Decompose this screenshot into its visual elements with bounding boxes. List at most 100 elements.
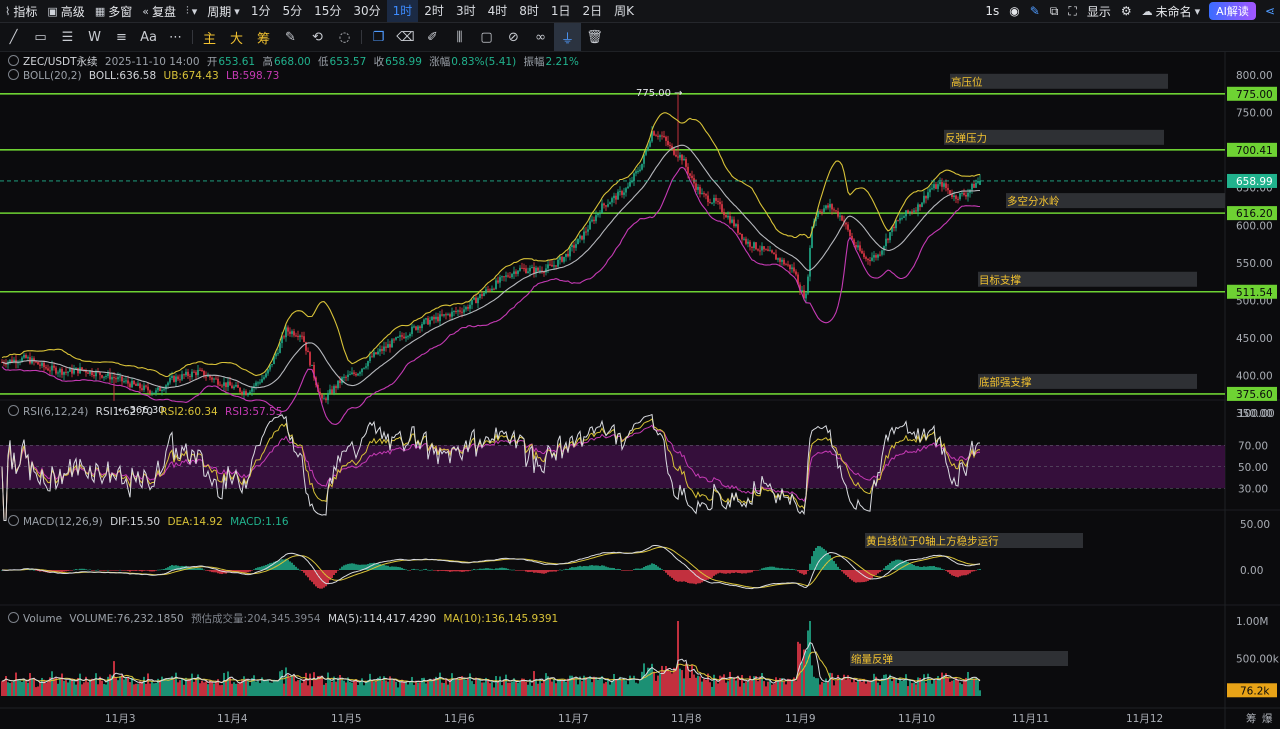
display-button[interactable]: 显示 <box>1086 4 1111 19</box>
macd-tick-0: 50.00 <box>1240 519 1270 531</box>
macd-hist-bar <box>711 570 713 578</box>
macd-hist-bar <box>927 566 929 570</box>
rectangle-icon[interactable]: ▭ <box>34 29 47 45</box>
timeframe-3[interactable]: 30分 <box>353 4 381 18</box>
macd-hist-bar <box>705 570 707 580</box>
external-icon[interactable]: ⧉ <box>1049 3 1059 18</box>
interval-button[interactable]: 1s <box>985 4 1000 18</box>
date-label-4: 11月7 <box>558 713 589 725</box>
pencil-icon[interactable]: ✎ <box>1029 4 1040 18</box>
timeframe-6[interactable]: 3时 <box>455 4 476 18</box>
timeframe-0[interactable]: 1分 <box>250 4 271 18</box>
candle-body <box>197 369 199 376</box>
volume-bar <box>377 677 379 696</box>
hide-icon[interactable]: ⊘ <box>508 29 519 45</box>
macd-hist-bar <box>93 570 95 571</box>
macd-hist-bar <box>835 563 837 570</box>
settings-icon[interactable]: ⛶ <box>1068 3 1077 18</box>
candle-body <box>651 131 653 142</box>
macd-hist-bar <box>71 570 73 571</box>
volume-bar <box>357 685 359 696</box>
timeframe-8[interactable]: 8时 <box>519 4 539 18</box>
eye-icon[interactable] <box>8 515 19 526</box>
timeframe-5[interactable]: 2时 <box>424 4 444 18</box>
lock-icon[interactable]: ▢ <box>480 29 493 45</box>
macd-hist-bar <box>243 570 245 573</box>
macd-hist-bar <box>273 561 275 570</box>
timeframe-2[interactable]: 15分 <box>314 4 342 18</box>
timeframe-1[interactable]: 5分 <box>282 4 303 18</box>
macd-hist-bar <box>471 569 473 571</box>
more-icon[interactable]: ⋯ <box>169 29 182 45</box>
replay-button[interactable]: «复盘 <box>142 4 176 19</box>
volume-bar <box>179 680 181 696</box>
fib-icon[interactable]: ☰ <box>61 29 74 45</box>
big-order-tool[interactable]: 大 <box>229 31 243 47</box>
macd-hist-bar <box>823 548 825 570</box>
volume-bar <box>121 674 123 696</box>
macd-hist-bar <box>411 569 413 570</box>
volume-bar <box>557 679 559 696</box>
footer-button-0[interactable]: 筹 <box>1246 712 1257 725</box>
wave-icon[interactable]: W <box>88 29 101 45</box>
volume-bar <box>233 682 235 696</box>
trash-icon[interactable]: 🗑 <box>586 29 603 45</box>
ruler-icon[interactable]: ⟲ <box>312 29 323 45</box>
timeframe-4[interactable]: 1时 <box>386 0 419 22</box>
candle-body <box>911 211 913 213</box>
link-icon[interactable]: ∞ <box>535 29 546 45</box>
volume-bar <box>939 679 941 696</box>
volume-bar <box>763 681 765 696</box>
macd-hist-bar <box>957 570 959 578</box>
brush-icon[interactable]: ◌ <box>338 29 351 45</box>
filter-icon[interactable]: ⏚ <box>554 23 581 51</box>
volume-bar <box>867 680 869 696</box>
gear-icon[interactable]: ⚙ <box>1120 4 1132 18</box>
trendline-icon[interactable]: ╱ <box>9 29 18 45</box>
eraser-icon[interactable]: ⌫ <box>396 29 415 45</box>
bars-icon[interactable]: ⫼ <box>456 29 463 45</box>
multi-window-button[interactable]: ▦ 多窗 <box>94 4 133 19</box>
volume-bar <box>225 680 227 696</box>
candle-body <box>977 180 979 183</box>
timeframe-10[interactable]: 2日 <box>582 4 603 18</box>
eye-icon[interactable] <box>8 612 19 623</box>
indicator-button[interactable]: ⌇ 指标 <box>5 4 38 19</box>
candle-body <box>603 203 605 206</box>
macd-hist-bar <box>449 570 451 572</box>
period-dropdown[interactable]: 周期 ▾ <box>207 4 240 19</box>
pen-icon[interactable]: ✐ <box>427 29 438 45</box>
eye-icon[interactable] <box>8 405 19 416</box>
volume-bar <box>57 683 59 696</box>
volume-bar <box>215 680 217 696</box>
timeframe-9[interactable]: 1日 <box>550 4 571 18</box>
camera-icon[interactable]: ◉ <box>1009 4 1020 18</box>
macd-hist-bar <box>753 570 755 571</box>
eye-icon[interactable] <box>8 69 19 80</box>
timeframe-7[interactable]: 4时 <box>487 4 508 18</box>
volume-bar <box>297 680 299 696</box>
chip-tool[interactable]: 筹 <box>256 31 270 47</box>
chart-type-button[interactable]: ⫶ ▾ <box>181 0 202 22</box>
layout-button[interactable]: ☁ 未命名 ▾ <box>1141 4 1201 19</box>
volume-bar <box>841 678 843 696</box>
volume-bar <box>651 663 653 696</box>
volume-bar <box>355 679 357 696</box>
macd-hist-bar <box>419 569 421 571</box>
timeframe-11[interactable]: 周K <box>614 4 635 18</box>
text-tool[interactable]: Aa <box>140 29 157 45</box>
main-force-tool[interactable]: 主 <box>202 31 216 47</box>
copy-icon[interactable]: ❐ <box>372 29 385 45</box>
volume-bar <box>527 684 529 696</box>
share-icon[interactable]: ⋖ <box>1264 4 1275 18</box>
ai-interpret-button[interactable]: AI解读 <box>1209 2 1256 20</box>
advanced-button[interactable]: ▣ 高级 <box>47 4 85 19</box>
footer-button-1[interactable]: 爆 <box>1262 712 1273 725</box>
macd-hist-bar <box>97 569 99 571</box>
magnet-icon[interactable]: ✎ <box>285 29 296 45</box>
candle-body <box>301 335 303 337</box>
macd-hist-bar <box>625 570 627 571</box>
eye-icon[interactable] <box>8 55 19 66</box>
parallel-lines-icon[interactable]: ≡ <box>116 29 127 45</box>
